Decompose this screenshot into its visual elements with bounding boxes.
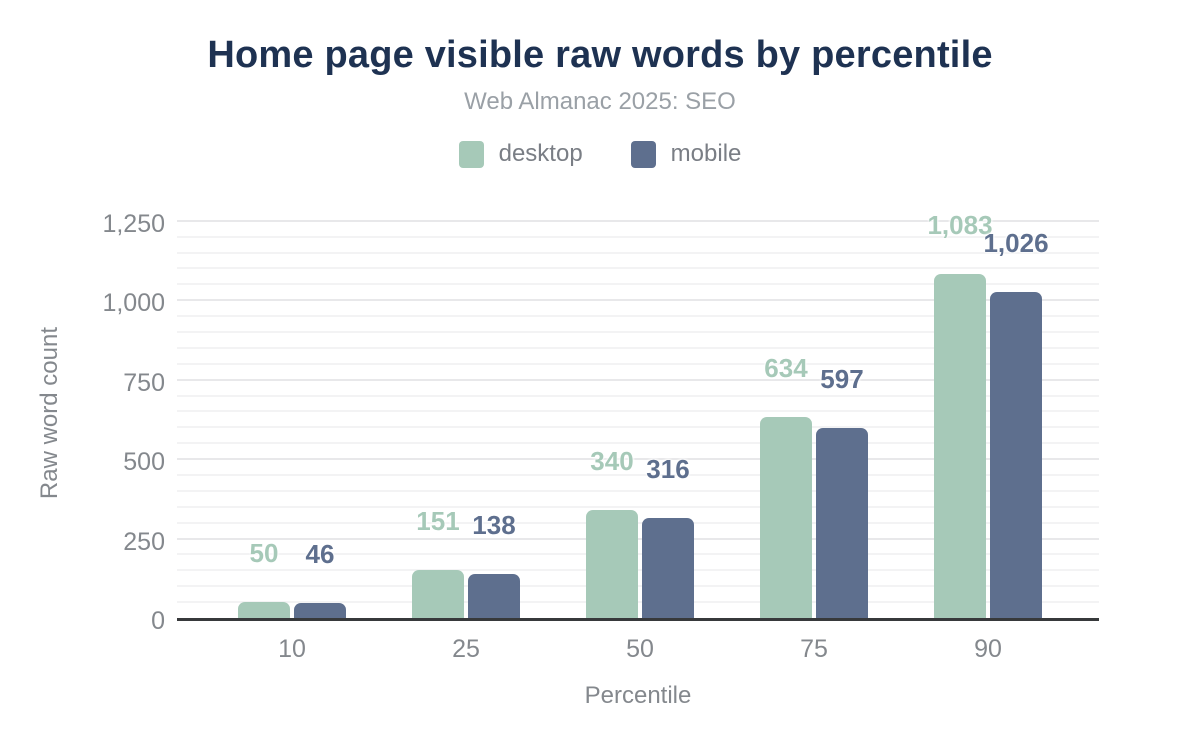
bar-value-desktop-p50: 340 [590,445,634,476]
y-tick-label: 1,250 [102,209,165,238]
bar-mobile-p90[interactable] [990,291,1042,618]
mobile-swatch-icon [630,140,656,168]
x-tick-label: 50 [626,635,654,663]
bar-mobile-p25[interactable] [468,574,520,618]
x-tick-label: 90 [974,635,1002,663]
minor-gridline [177,505,1099,508]
bar-value-mobile-p50: 316 [646,453,690,484]
bar-value-mobile-p25: 138 [472,510,516,541]
minor-gridline [177,251,1099,254]
plot-area: 50 46 151 138 340 316 634 597 1,083 1,026 [177,206,1099,621]
y-tick-label: 1,000 [102,289,165,318]
x-tick-label: 25 [452,635,480,663]
desktop-swatch-icon [458,140,484,168]
bar-value-desktop-p90: 1,083 [927,209,993,240]
bar-value-desktop-p75: 634 [764,352,808,383]
y-axis-ticks: 0 250 500 750 1,000 1,250 [0,206,165,633]
minor-gridline [177,585,1099,588]
x-tick-label: 10 [278,635,306,663]
bar-value-desktop-p25: 151 [416,506,460,537]
bar-desktop-p25[interactable] [412,570,464,618]
major-gridline [177,537,1099,540]
y-tick-label: 500 [123,448,165,477]
bar-value-mobile-p10: 46 [305,539,335,570]
legend-label-desktop: desktop [498,140,583,167]
minor-gridline [177,410,1099,413]
y-tick-label: 750 [123,368,165,397]
minor-gridline [177,267,1099,270]
major-gridline [177,378,1099,381]
bar-mobile-p10[interactable] [294,603,346,618]
minor-gridline [177,283,1099,286]
minor-gridline [177,489,1099,492]
legend-item-mobile: mobile [630,140,742,168]
chart-subtitle: Web Almanac 2025: SEO [464,88,736,115]
minor-gridline [177,569,1099,572]
minor-gridline [177,235,1099,238]
minor-gridline [177,474,1099,477]
bar-desktop-p75[interactable] [760,416,812,618]
legend: desktop mobile [0,140,1200,168]
x-axis-ticks: 10 25 50 75 90 [177,624,1099,664]
minor-gridline [177,394,1099,397]
minor-gridline [177,362,1099,365]
major-gridline [177,219,1099,222]
bar-value-mobile-p90: 1,026 [983,227,1049,258]
minor-gridline [177,426,1099,429]
y-tick-label: 250 [123,527,165,556]
bar-desktop-p90[interactable] [934,273,986,618]
bar-mobile-p50[interactable] [642,517,694,618]
minor-gridline [177,331,1099,334]
minor-gridline [177,601,1099,604]
x-axis-title: Percentile [584,682,692,709]
x-tick-label: 75 [800,635,828,663]
y-tick-label: 0 [151,607,165,635]
minor-gridline [177,553,1099,556]
major-gridline [177,299,1099,302]
bar-value-mobile-p75: 597 [820,364,864,395]
chart-title: Home page visible raw words by percentil… [207,34,993,76]
minor-gridline [177,346,1099,349]
bar-mobile-p75[interactable] [816,428,868,618]
legend-item-desktop: desktop [458,140,583,168]
bar-desktop-p50[interactable] [586,509,638,618]
major-gridline [177,458,1099,461]
minor-gridline [177,521,1099,524]
bar-desktop-p10[interactable] [238,602,290,618]
legend-label-mobile: mobile [670,140,742,167]
minor-gridline [177,442,1099,445]
bar-value-desktop-p10: 50 [249,538,279,569]
minor-gridline [177,315,1099,318]
